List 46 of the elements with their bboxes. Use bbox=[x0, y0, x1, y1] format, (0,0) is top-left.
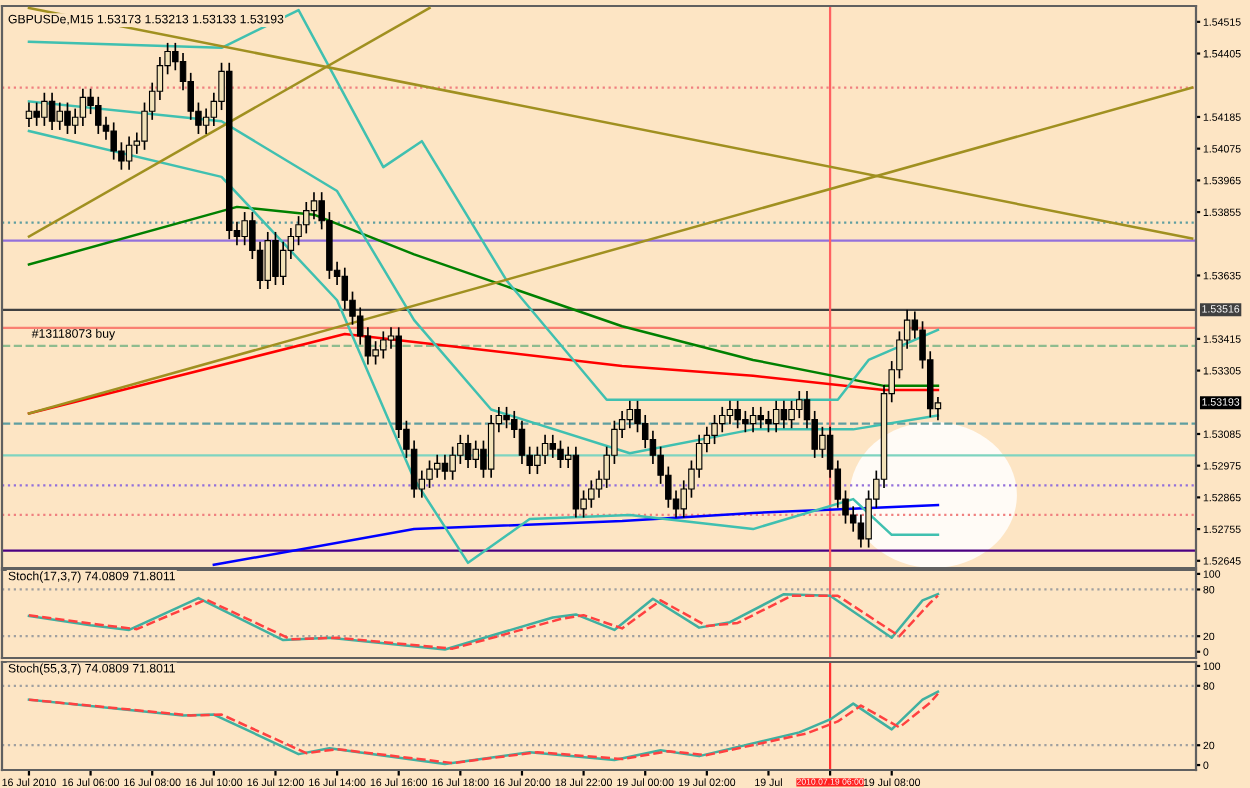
line-series bbox=[27, 129, 940, 565]
candlestick bbox=[541, 434, 549, 465]
candlestick bbox=[757, 406, 765, 430]
candlestick bbox=[110, 121, 117, 161]
candlestick bbox=[433, 453, 441, 479]
candlestick bbox=[626, 400, 634, 430]
line-series bbox=[212, 503, 940, 567]
candlestick bbox=[588, 479, 595, 509]
candlestick bbox=[765, 410, 772, 434]
candlestick bbox=[726, 400, 734, 426]
candlestick bbox=[125, 135, 133, 171]
candlestick bbox=[719, 406, 726, 434]
candlestick bbox=[457, 434, 464, 465]
candlestick bbox=[48, 91, 56, 131]
candlestick bbox=[464, 434, 472, 469]
candlestick bbox=[472, 439, 479, 469]
candlestick bbox=[557, 439, 564, 469]
candlestick bbox=[734, 400, 741, 430]
candlestick bbox=[272, 231, 279, 286]
candlestick bbox=[56, 101, 64, 131]
candlestick bbox=[780, 400, 788, 430]
candlestick bbox=[341, 266, 349, 310]
candlestick bbox=[503, 406, 510, 430]
candlestick bbox=[772, 400, 780, 434]
candlestick bbox=[796, 390, 803, 419]
candlestick bbox=[711, 414, 718, 445]
candlestick bbox=[518, 419, 526, 465]
candlestick bbox=[380, 330, 387, 360]
candlestick bbox=[202, 107, 210, 135]
candlestick bbox=[549, 434, 557, 459]
candlestick bbox=[449, 445, 456, 481]
candlestick bbox=[264, 231, 272, 290]
candlestick bbox=[749, 406, 757, 434]
candlestick bbox=[33, 101, 40, 127]
candlestick bbox=[487, 414, 495, 479]
candlestick bbox=[310, 191, 318, 221]
line-series bbox=[27, 205, 940, 388]
candlestick bbox=[41, 91, 48, 127]
candlestick bbox=[79, 87, 87, 127]
candlestick bbox=[25, 101, 33, 128]
line-series bbox=[27, 100, 940, 455]
candlestick bbox=[95, 95, 102, 135]
candlestick bbox=[241, 211, 248, 247]
candlestick bbox=[64, 101, 71, 135]
candlestick bbox=[742, 410, 749, 434]
candlestick bbox=[441, 453, 449, 481]
